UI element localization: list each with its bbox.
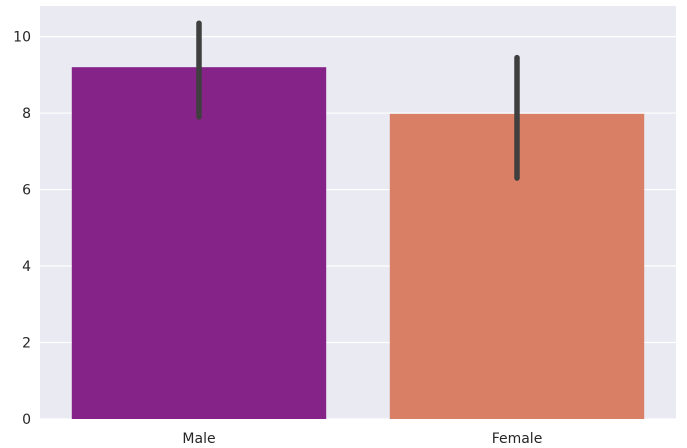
y-tick-label-4: 4: [22, 259, 31, 275]
x-tick-label-female: Female: [492, 431, 543, 447]
y-tick-label-10: 10: [13, 30, 31, 46]
y-tick-label-0: 0: [22, 412, 31, 428]
y-tick-label-8: 8: [22, 106, 31, 122]
y-tick-label-2: 2: [22, 336, 31, 352]
y-tick-label-6: 6: [22, 183, 31, 199]
error-bars: [196, 20, 520, 181]
x-axis-ticks: Male Female: [182, 431, 542, 447]
x-tick-label-male: Male: [182, 431, 215, 447]
bar-male: [71, 67, 327, 420]
y-axis-ticks: 0 2 4 6 8 10: [13, 30, 31, 428]
